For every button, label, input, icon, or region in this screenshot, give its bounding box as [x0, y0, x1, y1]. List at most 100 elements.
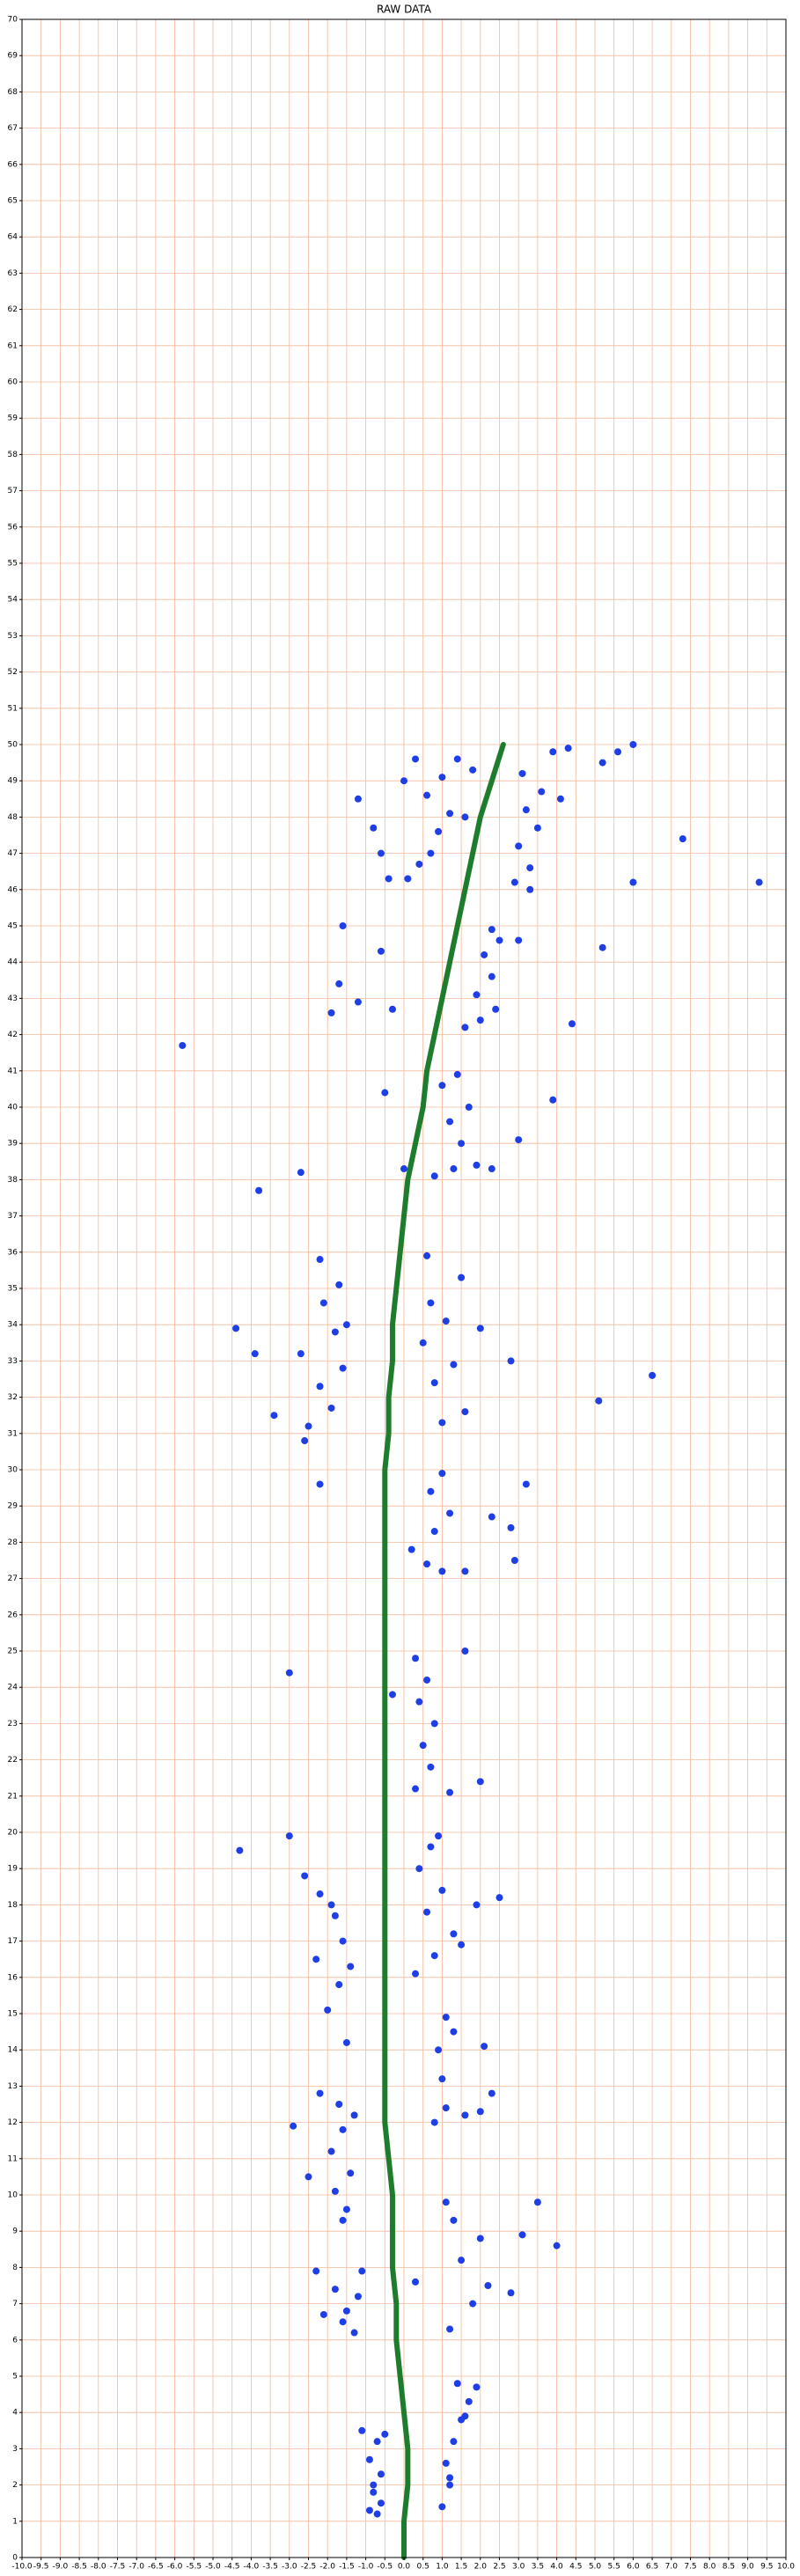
scatter-point [488, 1165, 495, 1173]
scatter-point [407, 1545, 415, 1553]
scatter-point [251, 1350, 259, 1358]
x-tick-label: -2.0 [319, 2563, 335, 2572]
scatter-point [285, 1669, 293, 1677]
scatter-point [629, 741, 637, 748]
scatter-point [507, 1357, 515, 1365]
scatter-point [549, 1096, 557, 1104]
scatter-point [400, 1165, 407, 1173]
x-tick-label: 1.0 [436, 2563, 449, 2572]
scatter-point [339, 2125, 347, 2133]
y-tick-label: 18 [8, 1901, 18, 1910]
scatter-point [354, 2293, 362, 2301]
x-tick-label: 8.0 [703, 2563, 716, 2572]
scatter-point [316, 2089, 324, 2097]
scatter-point [461, 2412, 469, 2420]
scatter-point [507, 1523, 515, 1531]
x-tick-label: 8.5 [723, 2563, 735, 2572]
y-tick-label: 46 [8, 885, 18, 894]
x-tick-label: 6.5 [646, 2563, 658, 2572]
y-tick-label: 62 [8, 305, 18, 314]
scatter-point [419, 1339, 427, 1347]
scatter-point [446, 1509, 454, 1517]
scatter-point [649, 1371, 657, 1379]
scatter-point [415, 1698, 423, 1706]
scatter-point [373, 2438, 381, 2446]
scatter-point [305, 2173, 312, 2181]
scatter-point [335, 1981, 343, 1989]
x-tick-label: 3.5 [532, 2563, 544, 2572]
y-tick-label: 45 [8, 922, 18, 931]
y-tick-label: 67 [8, 124, 18, 133]
scatter-point [465, 2397, 473, 2405]
scatter-point [515, 936, 523, 944]
y-tick-label: 50 [8, 741, 18, 750]
scatter-point [339, 2318, 347, 2326]
scatter-point [319, 1299, 327, 1307]
y-tick-label: 1 [12, 2517, 18, 2526]
x-tick-label: -1.0 [358, 2563, 374, 2572]
scatter-point [335, 2101, 343, 2108]
scatter-point [568, 1020, 576, 1028]
scatter-point [438, 1886, 446, 1894]
y-tick-label: 12 [8, 2118, 18, 2127]
scatter-point [476, 1325, 484, 1332]
scatter-point [461, 2111, 469, 2119]
scatter-point [365, 2455, 373, 2463]
scatter-point [755, 878, 763, 886]
scatter-point [446, 2474, 454, 2482]
x-tick-label: 2.0 [474, 2563, 488, 2572]
scatter-point [507, 2289, 515, 2297]
y-tick-label: 19 [8, 1865, 18, 1874]
scatter-point [319, 2310, 327, 2318]
x-tick-label: -7.0 [128, 2563, 144, 2572]
scatter-point [556, 795, 564, 803]
scatter-point [476, 2235, 484, 2242]
scatter-point [388, 1005, 396, 1013]
scatter-point [438, 1082, 446, 1090]
x-tick-label: 5.0 [589, 2563, 602, 2572]
scatter-point [526, 885, 534, 893]
scatter-point [297, 1169, 305, 1177]
scatter-point [312, 2267, 320, 2275]
y-tick-label: 0 [12, 2554, 18, 2563]
scatter-point [442, 1317, 450, 1325]
x-tick-label: -10.0 [11, 2563, 33, 2572]
y-tick-label: 30 [8, 1466, 18, 1475]
scatter-point [458, 1273, 466, 1281]
scatter-point [438, 1419, 446, 1427]
grid [21, 18, 787, 2558]
y-tick-label: 22 [8, 1756, 18, 1765]
y-tick-label: 43 [8, 994, 18, 1003]
scatter-point [419, 1742, 427, 1750]
scatter-point [453, 1070, 461, 1078]
scatter-point [469, 2300, 477, 2308]
scatter-point [339, 1364, 347, 1372]
scatter-point [427, 849, 435, 857]
y-tick-label: 35 [8, 1285, 18, 1294]
x-tick-label: 0.0 [398, 2563, 411, 2572]
scatter-point [533, 824, 541, 832]
scatter-point [446, 1788, 454, 1796]
scatter-point [412, 2278, 420, 2286]
scatter-point [285, 1832, 293, 1840]
scatter-point [549, 748, 557, 756]
scatter-point [335, 980, 343, 987]
y-tick-label: 5 [12, 2373, 18, 2382]
scatter-point [435, 827, 443, 835]
scatter-point [473, 1161, 481, 1169]
x-tick-label: -0.5 [378, 2563, 393, 2572]
scatter-point [377, 947, 385, 955]
y-tick-label: 28 [8, 1538, 18, 1547]
scatter-point [526, 864, 534, 872]
y-tick-label: 11 [8, 2154, 18, 2163]
y-tick-label: 69 [8, 52, 18, 61]
y-tick-label: 53 [8, 632, 18, 641]
y-tick-label: 60 [8, 378, 18, 387]
scatter-point [438, 774, 446, 782]
y-tick-label: 14 [8, 2046, 18, 2055]
scatter-point [510, 878, 518, 886]
y-tick-label: 13 [8, 2082, 18, 2091]
scatter-point [515, 1136, 523, 1144]
y-tick-label: 57 [8, 487, 18, 495]
